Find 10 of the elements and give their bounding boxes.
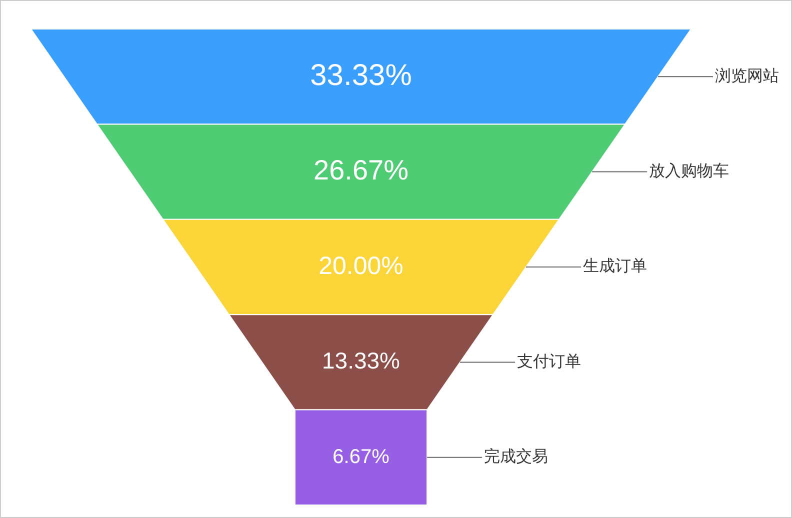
category-label: 支付订单 — [517, 351, 582, 370]
data-label: 26.67% — [314, 154, 408, 186]
category-label: 生成订单 — [583, 256, 647, 276]
category-label: 放入购物车 — [649, 160, 730, 180]
data-label: 33.33% — [310, 58, 412, 92]
data-label: 20.00% — [318, 252, 404, 280]
category-label: 浏览网站 — [715, 66, 780, 85]
category-label: 完成交易 — [484, 446, 548, 466]
data-label: 13.33% — [322, 348, 400, 374]
data-label: 6.67% — [332, 446, 390, 468]
